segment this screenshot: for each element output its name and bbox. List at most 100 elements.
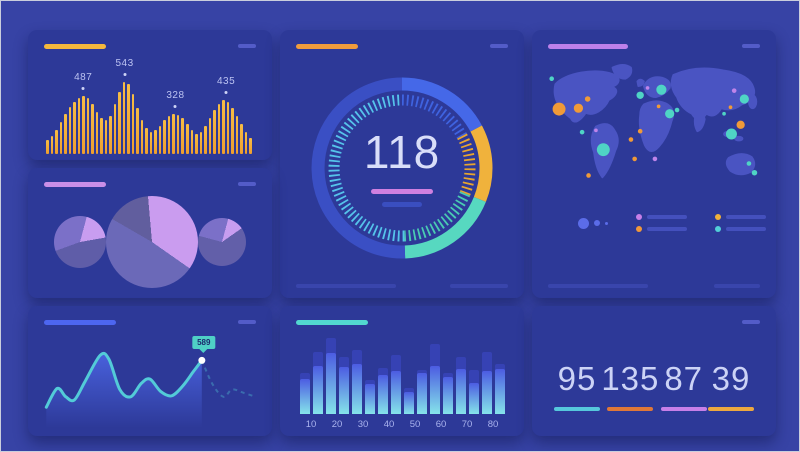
map-data-point[interactable] (586, 173, 591, 178)
peak-marker-dot (81, 87, 85, 90)
world-map[interactable] (548, 60, 760, 208)
map-data-point[interactable] (731, 88, 737, 93)
map-data-point[interactable] (579, 129, 585, 135)
histogram-bar (222, 100, 225, 154)
map-data-point[interactable] (739, 94, 749, 104)
stat-value: 87 (664, 359, 704, 397)
map-data-point[interactable] (652, 156, 658, 162)
panel-stats: 95 135 87 39 (532, 306, 776, 436)
bar-value (481, 371, 492, 414)
bar-group (364, 380, 375, 414)
legend-label-line (647, 215, 687, 219)
histogram-bar (118, 92, 121, 154)
map-data-point[interactable] (594, 128, 598, 133)
histogram-bar (113, 104, 117, 154)
panel-menu-dash[interactable] (490, 44, 508, 48)
histogram-bar (240, 124, 243, 154)
pie-charts[interactable] (44, 192, 256, 292)
pie-chart[interactable] (106, 196, 198, 288)
panel-menu-dash[interactable] (238, 182, 256, 186)
map-data-point[interactable] (632, 156, 637, 162)
bubble-size-sample (594, 220, 600, 226)
pie-chart[interactable] (198, 218, 246, 266)
peak-value-label: 435 (217, 76, 236, 87)
footer-line-left (296, 284, 396, 288)
line-chart-canvas (44, 351, 257, 428)
histogram-bar (59, 122, 63, 154)
panel-line-header (44, 318, 256, 326)
stat-value: 95 (557, 359, 597, 397)
map-data-point[interactable] (736, 120, 745, 129)
map-data-point[interactable] (573, 103, 584, 113)
stat-item: 39 (708, 360, 754, 411)
map-data-point[interactable] (751, 169, 758, 176)
legend-label-line (647, 227, 687, 231)
stat-item: 87 (660, 359, 707, 411)
panel-menu-dash[interactable] (238, 320, 256, 324)
map-data-point[interactable] (728, 105, 733, 110)
histogram-bar (91, 104, 94, 154)
panel-stats-header (548, 318, 760, 326)
map-legend (548, 214, 766, 232)
histogram-bar (55, 130, 58, 154)
map-data-point[interactable] (656, 84, 667, 95)
line-tooltip: 589 (192, 336, 216, 350)
line-chart[interactable]: 589 (38, 324, 262, 428)
bar-group (325, 338, 336, 414)
gauge-tick-segment (328, 94, 405, 242)
panel-menu-dash[interactable] (742, 44, 760, 48)
stat-value: 135 (601, 359, 660, 397)
stat-underline (660, 406, 707, 411)
map-data-point[interactable] (722, 111, 726, 116)
panel-line-title-bar (44, 319, 116, 325)
panel-histogram: 487 543 328 435 (28, 30, 272, 160)
map-data-point[interactable] (596, 143, 610, 157)
bar-group (481, 351, 492, 414)
histogram-bar (199, 132, 203, 154)
map-data-point[interactable] (674, 107, 680, 113)
histogram-bar (131, 94, 135, 154)
histogram-bar (195, 134, 198, 154)
bar-group (416, 369, 427, 414)
histogram-bar (64, 114, 67, 154)
panel-footer-lines (548, 284, 760, 288)
histogram-bar (190, 130, 194, 154)
map-data-point[interactable] (645, 86, 650, 90)
gauge-ring (311, 77, 493, 259)
histogram-bar (235, 116, 239, 154)
legend-dot (636, 214, 642, 220)
pie-chart[interactable] (54, 216, 106, 268)
map-data-point[interactable] (656, 104, 661, 109)
map-data-point[interactable] (665, 109, 675, 119)
map-data-point[interactable] (725, 128, 737, 140)
stat-value: 39 (711, 359, 751, 397)
bar-chart-x-axis: 10 20 30 40 50 60 70 80 (296, 419, 508, 430)
bar-chart[interactable] (296, 336, 508, 414)
map-data-point[interactable] (636, 91, 644, 99)
map-data-point[interactable] (628, 137, 634, 142)
panel-menu-dash[interactable] (742, 320, 760, 324)
histogram-bar (104, 120, 108, 154)
map-data-point[interactable] (549, 76, 554, 81)
map-data-point[interactable] (552, 102, 566, 116)
map-data-point[interactable] (746, 161, 752, 166)
map-data-point[interactable] (584, 96, 591, 102)
histogram-chart[interactable]: 487 543 328 435 (44, 58, 256, 154)
gauge-underline-primary (371, 189, 433, 194)
histogram-bar (217, 104, 221, 154)
gauge-chart[interactable]: 118 (302, 68, 502, 268)
map-data-point[interactable] (637, 128, 643, 134)
histogram-bar (176, 115, 180, 154)
bar-value (390, 371, 401, 414)
bar-group (299, 373, 310, 414)
histogram-bar (136, 108, 139, 154)
panel-menu-dash[interactable] (238, 44, 256, 48)
panel-gauge: 118 (280, 30, 524, 298)
peak-value-label: 328 (166, 90, 185, 101)
histogram-bar (100, 118, 103, 154)
panel-line: 589 (28, 306, 272, 436)
bar-group (429, 343, 440, 414)
bubble-size-legend (578, 217, 608, 229)
panel-bars-header (296, 318, 508, 326)
gauge-segment (401, 77, 482, 132)
